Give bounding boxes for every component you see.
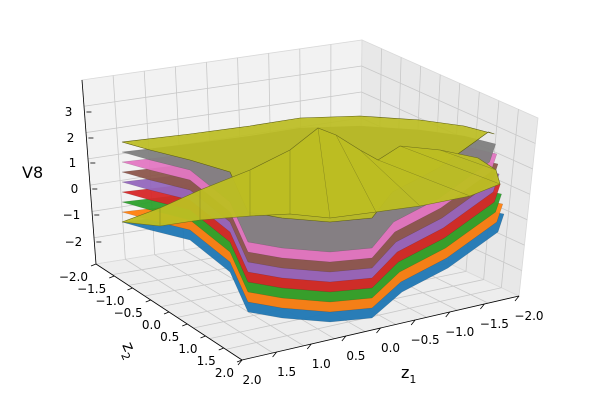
grid-line bbox=[83, 65, 362, 107]
surface-mesh-line bbox=[317, 127, 331, 219]
grid-line bbox=[125, 258, 273, 354]
z-tick-label: 0 bbox=[71, 182, 79, 196]
y-tick-mark bbox=[90, 263, 97, 267]
x-tick-label: −1.0 bbox=[445, 325, 474, 339]
x-tick-label: 0.5 bbox=[346, 349, 365, 363]
x-tick-mark bbox=[376, 327, 381, 334]
surface-mesh-line bbox=[439, 149, 497, 171]
surface-mesh-line bbox=[335, 134, 377, 213]
y-tick-label: 1.0 bbox=[178, 342, 197, 356]
y-tick-mark bbox=[200, 335, 206, 339]
x-tick-label: 1.5 bbox=[277, 365, 296, 379]
z-tick-label: −1 bbox=[63, 208, 81, 222]
z-tick-label: 2 bbox=[67, 131, 75, 145]
y-tick-mark bbox=[163, 311, 170, 315]
z-tick-label: 1 bbox=[69, 156, 77, 170]
z-axis-title: V8 bbox=[22, 163, 43, 182]
x-tick-mark bbox=[410, 319, 416, 326]
x-axis-title-subscript: 1 bbox=[409, 373, 416, 386]
grid-line bbox=[154, 254, 304, 347]
surface-top bbox=[121, 127, 501, 227]
y-tick-mark bbox=[182, 323, 188, 327]
surfaces bbox=[121, 115, 505, 323]
x-tick-label: −0.5 bbox=[411, 333, 440, 347]
y-tick-label: 0.0 bbox=[142, 318, 161, 332]
x-tick-label: 2.0 bbox=[242, 373, 261, 387]
x-tick-mark bbox=[445, 311, 451, 318]
y-tick-label: −2.0 bbox=[59, 270, 88, 284]
x-tick-mark bbox=[341, 335, 347, 342]
surface-mesh-line bbox=[377, 159, 471, 197]
y-tick-label: −1.0 bbox=[95, 294, 124, 308]
x-tick-label: 1.0 bbox=[312, 357, 331, 371]
z-axis-line bbox=[81, 79, 97, 265]
y-axis-title: z2 bbox=[115, 339, 142, 362]
z-tick-label: 3 bbox=[65, 105, 73, 119]
x-tick-label: −1.5 bbox=[480, 317, 509, 331]
surface-mesh-line bbox=[399, 145, 501, 185]
y-tick-label: 0.5 bbox=[160, 330, 179, 344]
y-tick-mark bbox=[145, 299, 151, 303]
y-tick-mark bbox=[127, 287, 133, 291]
surface-mesh-line bbox=[359, 149, 421, 207]
tick-labels: 2.01.51.00.50.0−0.5−1.0−1.5−2.0−2.0−1.5−… bbox=[59, 105, 544, 387]
y-axis-title-subscript: 2 bbox=[118, 351, 133, 363]
x-tick-label: −2.0 bbox=[514, 309, 543, 323]
grid-line bbox=[500, 109, 519, 288]
y-tick-label: −1.5 bbox=[77, 282, 106, 296]
y-tick-label: 1.5 bbox=[197, 354, 216, 368]
x-tick-mark bbox=[306, 343, 312, 350]
y-tick-mark bbox=[109, 275, 115, 279]
y-tick-label: 2.0 bbox=[215, 366, 234, 380]
x-axis-title: z1 bbox=[401, 363, 416, 386]
z-tick-label: −2 bbox=[65, 235, 83, 249]
y-tick-label: −0.5 bbox=[114, 306, 143, 320]
x-tick-mark bbox=[514, 295, 520, 302]
x-tick-mark bbox=[480, 303, 485, 310]
grid-line bbox=[361, 65, 536, 144]
x-axis-title-main: z bbox=[401, 363, 409, 382]
grid-line bbox=[85, 91, 362, 133]
y-tick-mark bbox=[236, 359, 243, 363]
x-tick-mark bbox=[272, 351, 277, 358]
x-tick-label: 0.0 bbox=[381, 341, 400, 355]
grid-line bbox=[112, 75, 126, 260]
y-tick-mark bbox=[218, 347, 224, 351]
x-tick-mark bbox=[237, 359, 243, 366]
